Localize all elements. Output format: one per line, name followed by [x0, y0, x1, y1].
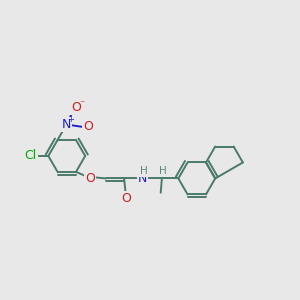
Text: Cl: Cl [24, 149, 37, 162]
Text: +: + [67, 115, 74, 124]
Text: H: H [140, 166, 147, 176]
Text: ⁻: ⁻ [80, 100, 85, 110]
Text: O: O [83, 120, 93, 134]
Text: N: N [138, 172, 147, 185]
Text: H: H [159, 166, 167, 176]
Text: O: O [121, 192, 131, 205]
Text: O: O [71, 101, 81, 114]
Text: N: N [62, 118, 71, 131]
Text: O: O [85, 172, 95, 184]
